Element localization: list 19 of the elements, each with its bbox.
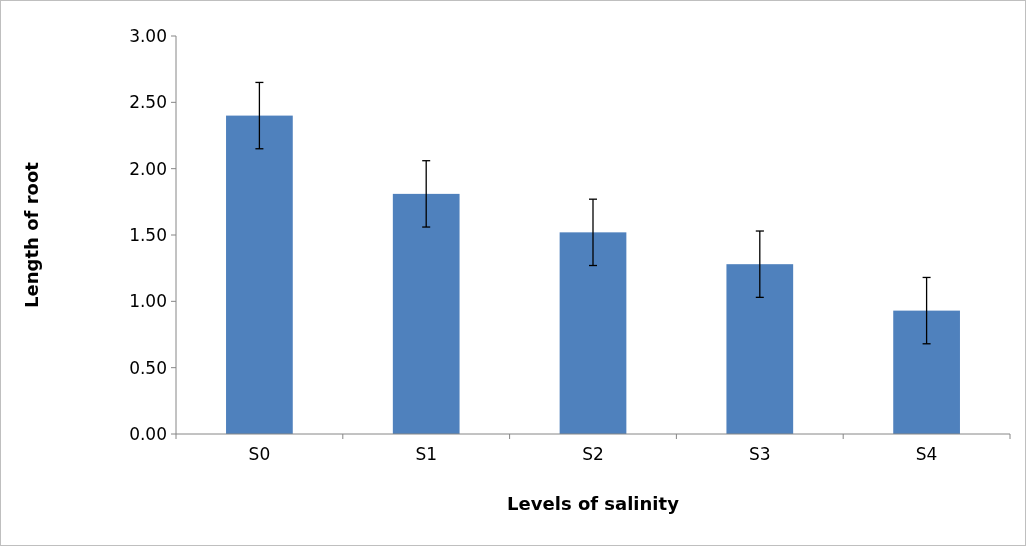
y-tick-label: 2.50 [129,92,167,113]
y-tick-label: 1.00 [129,291,167,312]
y-tick-label: 0.50 [129,357,167,378]
bar [226,115,293,434]
x-tick-label: S0 [248,444,271,464]
x-tick-label: S4 [915,444,938,464]
x-tick-label: S3 [749,444,771,464]
y-axis-title: Length of root [21,161,42,308]
bar [392,193,460,434]
y-tick-label: 0.00 [129,424,167,444]
bar [559,232,627,434]
x-axis-title: Levels of salinity [507,493,680,514]
bar [726,264,794,434]
x-tick-label: S2 [582,444,604,464]
x-tick-label: S1 [415,444,437,464]
bar [893,310,960,434]
y-tick-label: 1.50 [129,225,167,245]
y-tick-label: 2.00 [129,158,167,179]
y-tick-label: 3.00 [129,26,167,46]
